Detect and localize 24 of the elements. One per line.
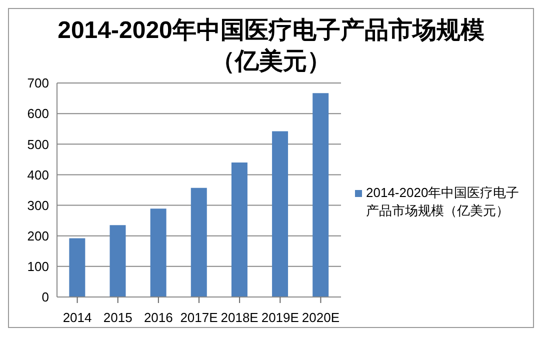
- bar: [312, 93, 329, 297]
- bar: [110, 225, 126, 297]
- legend-label: 2014-2020年中国医疗电子产品市场规模（亿美元）: [366, 184, 520, 220]
- y-tick-label: 600: [27, 106, 49, 122]
- x-tick-label: 2018E: [220, 310, 259, 326]
- x-tick-label: 2020E: [302, 310, 340, 326]
- y-tick-label: 300: [27, 198, 49, 213]
- x-tick-label: 2016: [144, 310, 173, 326]
- x-tick-label: 2019E: [261, 310, 300, 326]
- chart-title: 2014-2020年中国医疗电子产品市场规模（亿美元）: [56, 16, 486, 77]
- x-tick-label: 2014: [62, 310, 92, 326]
- bar: [69, 238, 86, 297]
- y-tick-label: 200: [27, 228, 49, 244]
- y-tick-label: 100: [27, 259, 49, 274]
- y-tick-label: 0: [42, 290, 49, 305]
- bar: [190, 188, 207, 297]
- y-tick-label: 500: [27, 136, 49, 152]
- y-tick-label: 700: [27, 76, 49, 91]
- bar: [150, 208, 166, 297]
- y-tick-label: 400: [27, 167, 49, 182]
- bar: [231, 162, 248, 297]
- bar: [272, 131, 288, 297]
- x-tick-label: 2015: [103, 310, 132, 326]
- x-tick-label: 2017E: [180, 310, 218, 326]
